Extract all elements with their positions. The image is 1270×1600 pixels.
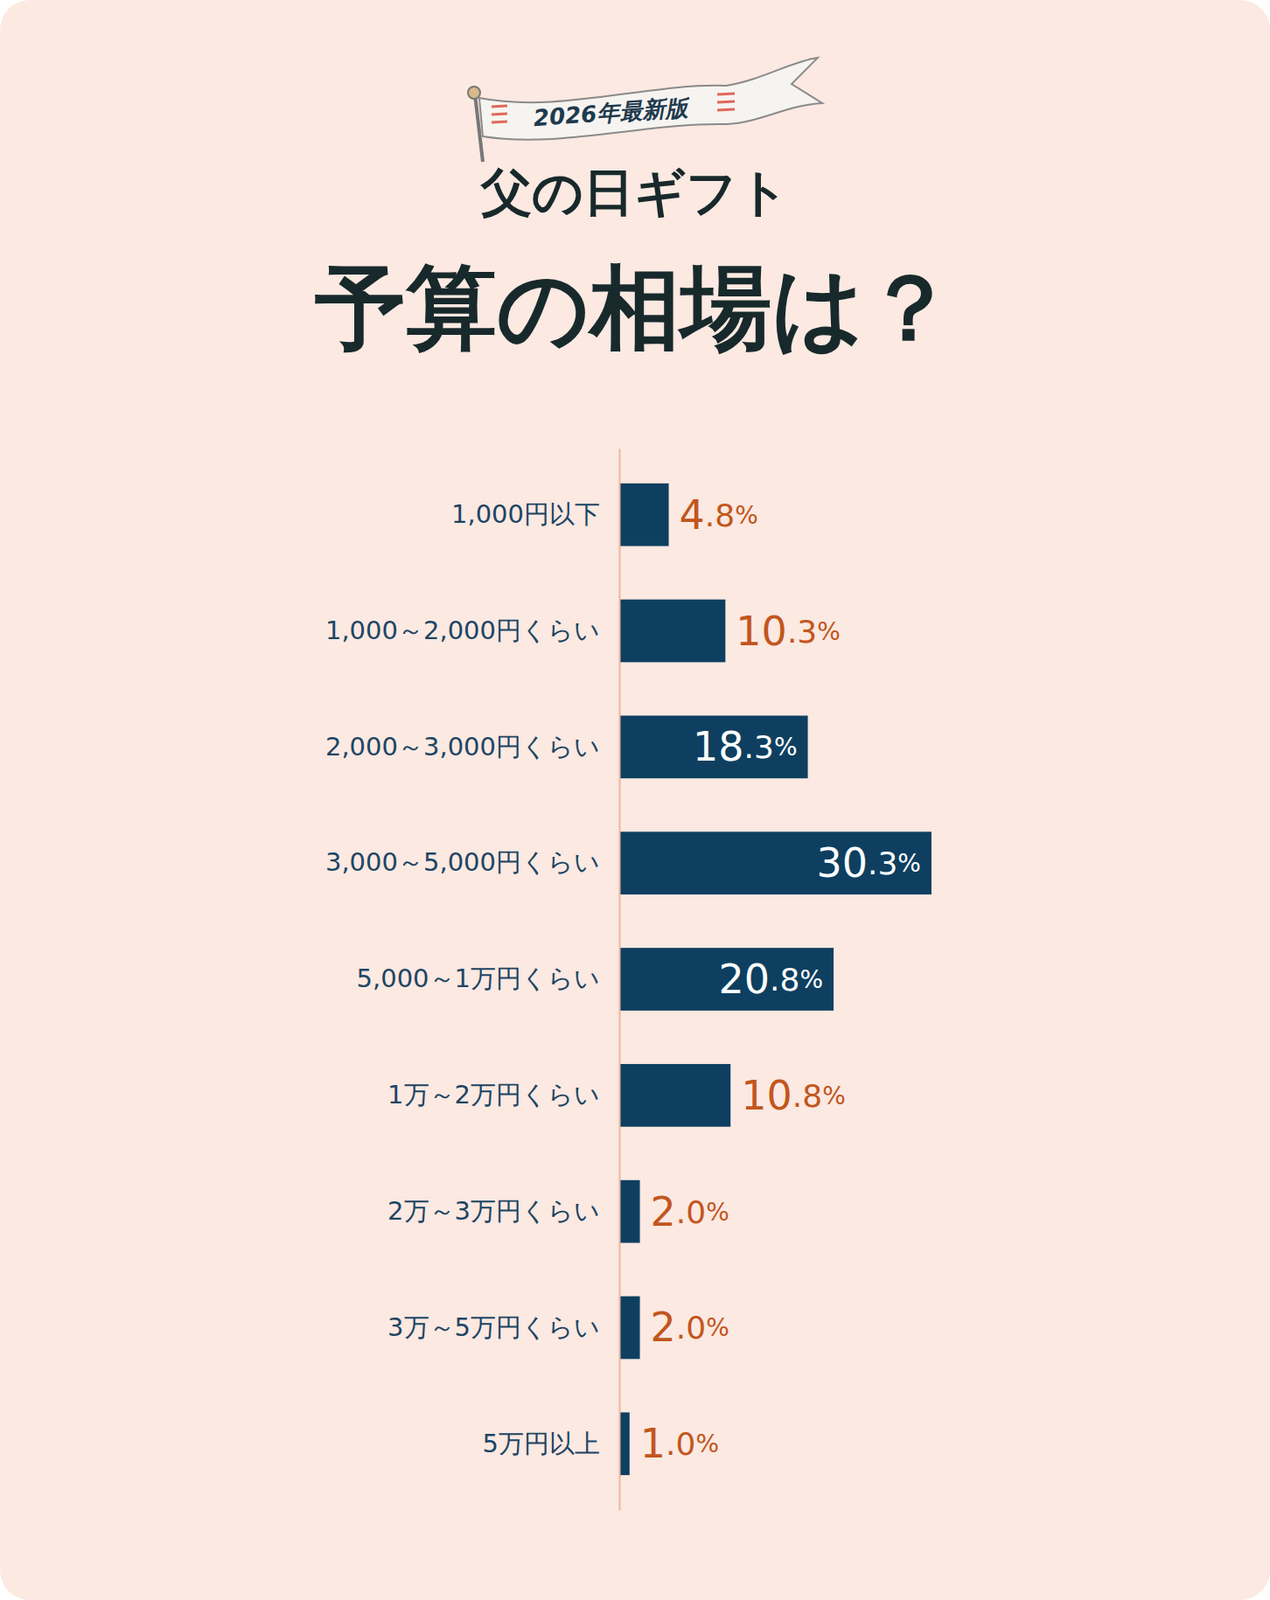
- flag-stripe: [491, 121, 508, 123]
- y-tick-label: 2万～3万円くらい: [387, 1196, 601, 1227]
- data-label: 10.3%: [735, 607, 841, 656]
- y-tick: 3,000～5,000円くらい: [325, 847, 601, 878]
- bar: [619, 483, 670, 547]
- flag-stripe: [717, 101, 735, 103]
- bars: [619, 483, 932, 1476]
- y-tick: 5万円以上: [482, 1429, 601, 1459]
- bar: [619, 1064, 731, 1128]
- data-label: 4.8%: [679, 491, 759, 539]
- y-tick: 5,000～1万円くらい: [356, 963, 601, 994]
- data-label: 18.3%: [692, 723, 798, 771]
- title: 予算の相場は？: [314, 254, 956, 362]
- y-tick-label: 1,000～2,000円くらい: [325, 615, 601, 646]
- y-tick-label: 1万～2万円くらい: [387, 1080, 601, 1110]
- bar: [619, 1412, 630, 1476]
- flag-cloth: [479, 57, 823, 140]
- y-tick: 1万～2万円くらい: [387, 1080, 601, 1110]
- y-tick: 1,000～2,000円くらい: [325, 615, 601, 646]
- data-labels: 4.8% 10.3% 18.3% 30.3% 20.8% 10.8% 2.0% 2.0% 1.0…: [640, 491, 922, 1469]
- flag-stripe: [491, 105, 508, 107]
- data-label: 10.8%: [740, 1072, 846, 1120]
- subtitle: 父の日ギフト: [479, 162, 789, 223]
- y-tick: 3万～5万円くらい: [387, 1312, 601, 1343]
- y-tick: 1,000円以下: [451, 499, 601, 530]
- y-tick: 2万～3万円くらい: [387, 1196, 601, 1227]
- data-label: 2.0%: [650, 1188, 730, 1236]
- y-tick-label: 3万～5万円くらい: [387, 1312, 601, 1343]
- data-label: 30.3%: [816, 839, 922, 887]
- chart: 2026年最新版父の日ギフト予算の相場は？ 1,000円以下 1,000～2,000…: [0, 0, 1270, 1600]
- banner: 2026年最新版: [467, 57, 823, 162]
- card: [0, 0, 1270, 1600]
- bar: [619, 831, 932, 895]
- y-tick-label: 5,000～1万円くらい: [356, 963, 601, 994]
- data-label: 1.0%: [640, 1420, 719, 1468]
- y-tick-label: 5万円以上: [482, 1429, 601, 1459]
- bar: [619, 600, 726, 663]
- bar: [619, 948, 834, 1012]
- y-tick-label: 2,000～3,000円くらい: [325, 732, 601, 762]
- bar: [619, 1297, 641, 1361]
- flag-stripe: [717, 109, 735, 111]
- data-label: 20.8%: [718, 955, 824, 1004]
- flag-stripe: [717, 93, 735, 95]
- flag-stripe: [491, 113, 508, 115]
- bar: [619, 715, 809, 779]
- y-tick: 2,000～3,000円くらい: [325, 732, 601, 762]
- banner-text: 2026年最新版: [532, 94, 691, 132]
- y-axis-line: [619, 449, 622, 1512]
- y-axis: 1,000円以下 1,000～2,000円くらい 2,000～3,000円くらい 3,…: [325, 449, 621, 1512]
- y-tick-label: 3,000～5,000円くらい: [325, 847, 601, 878]
- data-label: 2.0%: [650, 1304, 730, 1352]
- y-tick-label: 1,000円以下: [451, 499, 601, 530]
- bar: [619, 1180, 641, 1244]
